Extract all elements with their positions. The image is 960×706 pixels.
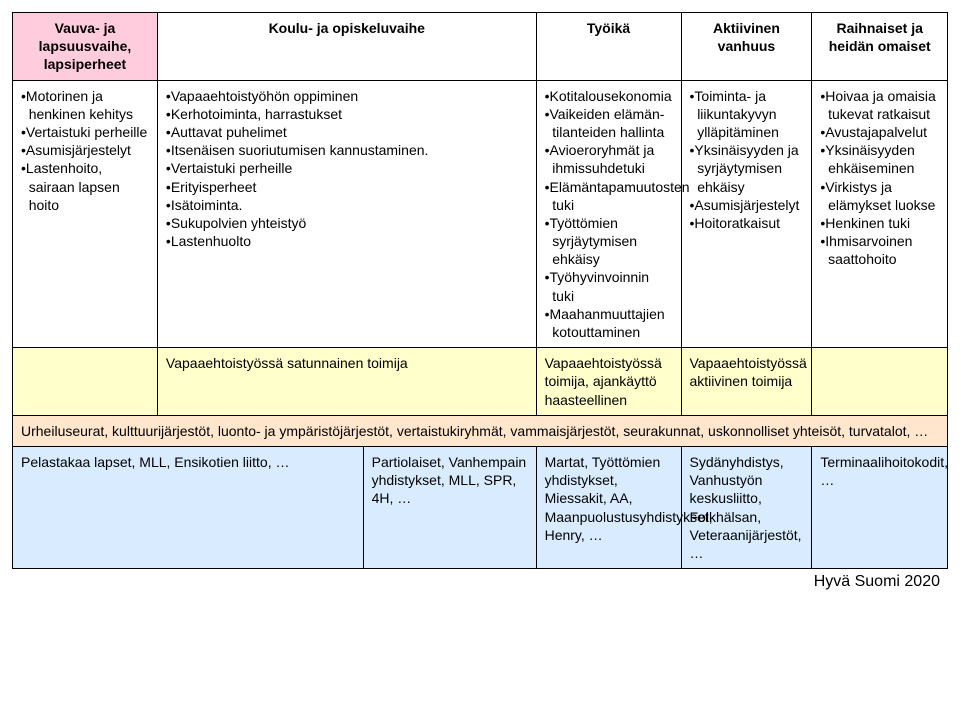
vol-aktiivinen: Vapaaehtoistyössä aktiivinen toimija <box>681 348 812 416</box>
list-item: Motorinen ja henkinen kehitys <box>21 87 149 123</box>
list-item: Henkinen tuki <box>820 214 939 232</box>
list-item: Lastenhuolto <box>166 232 528 250</box>
orgs-vauva: Pelastakaa lapset, MLL, Ensikotien liitt… <box>13 446 364 568</box>
list-item: Toiminta- ja liikuntakyvyn ylläpitäminen <box>690 87 804 142</box>
footer-caption: Hyvä Suomi 2020 <box>12 573 948 591</box>
list-item: Sukupolvien yhteistyö <box>166 214 528 232</box>
list-item: Itsenäisen suoriutumisen kannustaminen. <box>166 141 528 159</box>
list-item: Yksinäisyyden ja syrjäytymisen ehkäisy <box>690 141 804 196</box>
list-item: Työttömien syrjäytymisen ehkäisy <box>545 214 673 269</box>
list-item: Asumisjärjestelyt <box>690 196 804 214</box>
list-item: Työhyvinvoinnin tuki <box>545 268 673 304</box>
list-item: Yksinäisyyden ehkäiseminen <box>820 141 939 177</box>
cell-tyoika: KotitalousekonomiaVaikeiden elämän-tilan… <box>536 80 681 348</box>
vol-empty-1 <box>812 348 948 416</box>
list-item: Vapaaehtoistyöhön oppiminen <box>166 87 528 105</box>
list-item: Auttavat puhelimet <box>166 123 528 141</box>
cell-raihnaiset: Hoivaa ja omaisia tukevat ratkaisutAvust… <box>812 80 948 348</box>
list-item: Kotitalousekonomia <box>545 87 673 105</box>
list-item: Lastenhoito, sairaan lapsen hoito <box>21 159 149 214</box>
list-item: Vertaistuki perheille <box>21 123 149 141</box>
header-row: Vauva- ja lapsuusvaihe, lapsiperheet Kou… <box>13 13 948 81</box>
list-item: Vaikeiden elämän-tilanteiden hallinta <box>545 105 673 141</box>
orgs-tyoika: Martat, Työttömien yhdistykset, Miessaki… <box>536 446 681 568</box>
list-item: Ihmisarvoinen saattohoito <box>820 232 939 268</box>
orgs-general-row: Urheiluseurat, kulttuurijärjestöt, luont… <box>13 415 948 446</box>
orgs-koulu: Partiolaiset, Vanhempain yhdistykset, ML… <box>363 446 536 568</box>
content-row: Motorinen ja henkinen kehitysVertaistuki… <box>13 80 948 348</box>
hdr-vauva: Vauva- ja lapsuusvaihe, lapsiperheet <box>13 13 158 81</box>
list-item: Erityisperheet <box>166 178 528 196</box>
list-item: Isätoiminta. <box>166 196 528 214</box>
hdr-aktiivinen: Aktiivinen vanhuus <box>681 13 812 81</box>
list-item: Maahanmuuttajien kotouttaminen <box>545 305 673 341</box>
cell-koulu: Vapaaehtoistyöhön oppiminenKerhotoiminta… <box>157 80 536 348</box>
orgs-general: Urheiluseurat, kulttuurijärjestöt, luont… <box>13 415 948 446</box>
list-item: Avioeroryhmät ja ihmissuhdetuki <box>545 141 673 177</box>
list-item: Hoivaa ja omaisia tukevat ratkaisut <box>820 87 939 123</box>
list-item: Asumisjärjestelyt <box>21 141 149 159</box>
hdr-tyoika: Työikä <box>536 13 681 81</box>
volunteer-role-row: Vapaaehtoistyössä satunnainen toimija Va… <box>13 348 948 416</box>
cell-aktiivinen: Toiminta- ja liikuntakyvyn ylläpitäminen… <box>681 80 812 348</box>
list-item: Kerhotoiminta, harrastukset <box>166 105 528 123</box>
list-item: Hoitoratkaisut <box>690 214 804 232</box>
vol-empty-0 <box>13 348 158 416</box>
hdr-raihnaiset: Raihnaiset ja heidän omaiset <box>812 13 948 81</box>
vol-satunnainen: Vapaaehtoistyössä satunnainen toimija <box>157 348 536 416</box>
orgs-specific-row: Pelastakaa lapset, MLL, Ensikotien liitt… <box>13 446 948 568</box>
vol-haasteellinen: Vapaaehtoistyössä toimija, ajankäyttö ha… <box>536 348 681 416</box>
list-item: Elämäntapamuutosten tuki <box>545 178 673 214</box>
list-item: Vertaistuki perheille <box>166 159 528 177</box>
list-item: Virkistys ja elämykset luokse <box>820 178 939 214</box>
orgs-raihnaiset: Terminaalihoitokodit, … <box>812 446 948 568</box>
cell-vauva: Motorinen ja henkinen kehitysVertaistuki… <box>13 80 158 348</box>
list-item: Avustajapalvelut <box>820 123 939 141</box>
orgs-aktiivinen: Sydänyhdistys, Vanhustyön keskusliitto, … <box>681 446 812 568</box>
hdr-koulu: Koulu- ja opiskeluvaihe <box>157 13 536 81</box>
life-stage-table: Vauva- ja lapsuusvaihe, lapsiperheet Kou… <box>12 12 948 569</box>
